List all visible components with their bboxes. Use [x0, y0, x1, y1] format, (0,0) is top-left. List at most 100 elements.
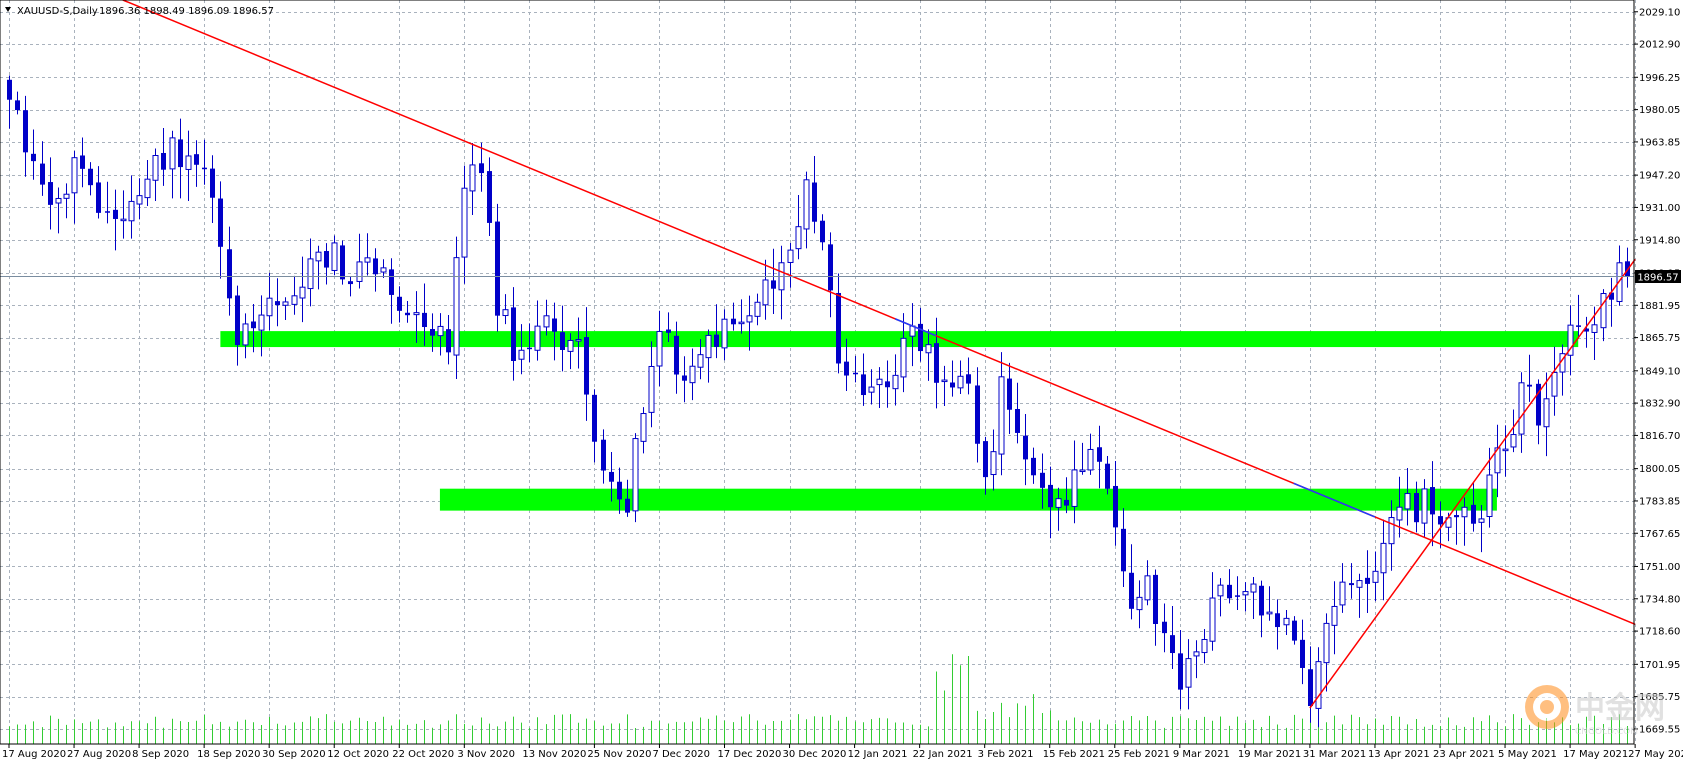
- support-resistance-zones: [220, 331, 1579, 511]
- candle-body-down: [1105, 463, 1110, 489]
- time-axis[interactable]: 17 Aug 2020 27 Aug 2020 8 Sep 2020 18 Sep 2…: [2, 744, 1683, 760]
- y-tick-label: 1947.20: [1639, 171, 1680, 182]
- candle-body-up: [380, 267, 387, 273]
- candle-body-up: [144, 178, 151, 199]
- candle-body-up: [721, 318, 728, 349]
- x-tick-label: 22 Jan 2021: [913, 749, 973, 760]
- symbol-label: XAUUSD-S,Daily: [17, 6, 98, 17]
- candle-body-down: [275, 301, 280, 306]
- x-tick-label: 22 Oct 2020: [392, 749, 454, 760]
- candle-body-up: [291, 295, 298, 305]
- y-tick-label: 1734.80: [1639, 594, 1680, 605]
- y-tick-label: 1914.80: [1639, 235, 1680, 246]
- candle-body-up: [1551, 371, 1558, 397]
- x-tick-label: 12 Oct 2020: [327, 749, 389, 760]
- candle-body-up: [128, 200, 135, 222]
- candle-body-down: [731, 318, 736, 325]
- candle-body-down: [446, 329, 451, 353]
- candle-body-up: [1591, 324, 1598, 333]
- candle-body-up: [575, 339, 582, 342]
- candle-body-down: [178, 139, 183, 168]
- candle-body-down: [625, 498, 630, 513]
- candle-body-up: [656, 330, 663, 367]
- candle-body-down: [389, 269, 394, 295]
- candle-body-down: [853, 372, 858, 375]
- candle-body-up: [1396, 506, 1403, 521]
- candle-body-up: [738, 321, 745, 325]
- y-tick-label: 1718.60: [1639, 627, 1680, 638]
- upper-zone: [220, 331, 1579, 348]
- candle-body-down: [487, 171, 492, 223]
- trendline-ascending: [1309, 258, 1636, 709]
- candle-body-up: [705, 334, 712, 359]
- candle-body-up: [1616, 262, 1623, 303]
- x-tick-label: 27 May 2021: [1628, 749, 1683, 760]
- x-tick-label: 27 Aug 2020: [67, 749, 131, 760]
- candle-body-down: [251, 321, 256, 329]
- candle-body-up: [1404, 493, 1411, 510]
- candle-body-up: [120, 218, 127, 222]
- candle-body-up: [1185, 658, 1192, 688]
- candle-body-up: [152, 155, 159, 181]
- candle-body-up: [71, 157, 78, 194]
- candle-body-down: [1121, 528, 1126, 572]
- candle-body-down: [202, 167, 207, 170]
- coin-logo-icon: [1525, 685, 1569, 729]
- y-tick-label: 1963.85: [1639, 137, 1680, 148]
- x-tick-label: 18 Sep 2020: [197, 749, 260, 760]
- candle-body-down: [348, 281, 353, 285]
- candle-body-down: [1064, 499, 1069, 506]
- candle-body-up: [746, 315, 753, 323]
- x-tick-label: 13 Apr 2021: [1368, 749, 1430, 760]
- candle-body-up: [1266, 611, 1273, 615]
- candle-body-up: [502, 309, 509, 317]
- candle-body-up: [169, 137, 176, 170]
- candle-body-down: [601, 439, 606, 471]
- y-tick-label: 1849.10: [1639, 366, 1680, 377]
- candle-body-down: [15, 100, 20, 111]
- candle-body-down: [235, 295, 240, 346]
- plot-frame: [0, 0, 1635, 745]
- candle-body-down: [31, 153, 36, 162]
- candle-body-down: [1259, 585, 1264, 616]
- candle-body-down: [844, 361, 849, 376]
- candle-body-down: [584, 337, 589, 395]
- candle-body-down: [1097, 447, 1102, 462]
- candle-body-down: [1584, 328, 1589, 332]
- watermark-en: CNGOLD.COM: [1575, 727, 1638, 737]
- candle-body-down: [48, 182, 53, 205]
- price-tag: 1896.57: [1635, 270, 1681, 284]
- candle-body-down: [161, 152, 166, 170]
- candle-body-up: [1494, 447, 1501, 474]
- candle-body-up: [1478, 518, 1485, 523]
- candle-body-down: [934, 343, 939, 383]
- candle-body-up: [534, 325, 541, 351]
- x-tick-label: 5 May 2021: [1498, 749, 1557, 760]
- candle-body-up: [567, 339, 574, 352]
- candle-body-up: [941, 379, 948, 383]
- candle-body-up: [1055, 498, 1062, 508]
- triangle-down-icon[interactable]: [5, 7, 11, 12]
- candle-body-up: [909, 325, 916, 337]
- trendline-segment: [894, 318, 937, 337]
- candle-body-up: [1600, 293, 1607, 329]
- candle-body-up: [1323, 622, 1330, 664]
- candle-body-down: [1178, 653, 1183, 690]
- candle-body-down: [324, 251, 329, 268]
- x-tick-label: 31 Mar 2021: [1303, 749, 1366, 760]
- candle-body-up: [1372, 570, 1379, 583]
- candle-body-down: [7, 79, 12, 100]
- candle-body-up: [1283, 617, 1290, 626]
- x-tick-label: 25 Nov 2020: [587, 749, 651, 760]
- candle-body-up: [364, 257, 371, 263]
- candle-body-down: [1454, 515, 1459, 518]
- candle-body-down: [1308, 669, 1313, 707]
- candle-body-down: [918, 323, 923, 352]
- candle-body-down: [1235, 595, 1240, 597]
- candle-body-down: [495, 221, 500, 316]
- x-tick-label: 3 Feb 2021: [978, 749, 1034, 760]
- candle-body-down: [828, 244, 833, 291]
- candle-body-down: [812, 182, 817, 222]
